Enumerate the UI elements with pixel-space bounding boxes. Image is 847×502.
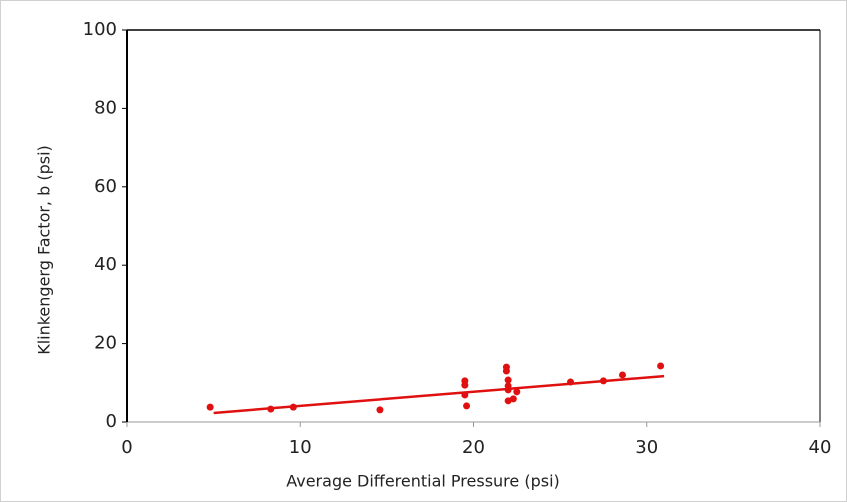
x-tick-label: 20 (462, 437, 485, 458)
point (599, 377, 607, 385)
y-tick-label: 0 (106, 411, 117, 432)
y-tick-label: 100 (83, 19, 117, 40)
point (504, 376, 512, 384)
y-axis-label: Klinkengerg Factor, b (psi) (35, 145, 54, 355)
y-tick-label: 60 (94, 176, 117, 197)
point (461, 391, 469, 399)
point (618, 371, 626, 379)
y-tick-label: 40 (94, 254, 117, 275)
point (289, 403, 297, 411)
x-tick-label: 40 (809, 437, 832, 458)
point (502, 367, 510, 375)
point (461, 381, 469, 389)
y-tick-label: 80 (94, 97, 117, 118)
y-tick-label: 20 (94, 333, 117, 354)
point (509, 395, 517, 403)
x-tick-label: 30 (635, 437, 658, 458)
x-axis-label: Average Differential Pressure (psi) (286, 472, 560, 491)
point (513, 388, 521, 396)
point (504, 386, 512, 394)
x-tick-label: 10 (289, 437, 312, 458)
point (376, 406, 384, 414)
point (657, 362, 665, 370)
point (206, 403, 214, 411)
trendline (213, 374, 665, 415)
point (567, 378, 575, 386)
x-tick-label: 0 (121, 437, 132, 458)
point (267, 405, 275, 413)
point (463, 402, 471, 410)
